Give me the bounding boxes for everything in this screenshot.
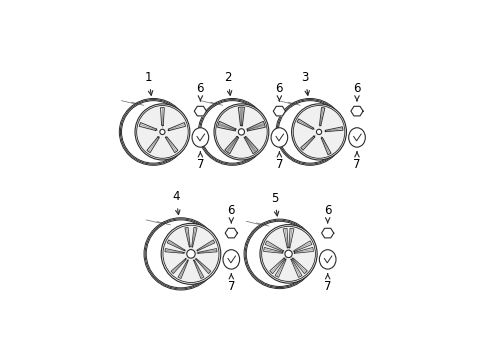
Polygon shape	[178, 260, 188, 279]
Text: 6: 6	[353, 82, 361, 101]
Text: 3: 3	[301, 71, 309, 95]
Ellipse shape	[271, 128, 288, 147]
Polygon shape	[139, 122, 157, 131]
Polygon shape	[289, 228, 294, 248]
Text: 7: 7	[275, 152, 283, 171]
Polygon shape	[301, 136, 315, 150]
Ellipse shape	[161, 223, 221, 284]
Polygon shape	[294, 247, 314, 253]
Text: 5: 5	[271, 192, 279, 216]
Ellipse shape	[214, 104, 269, 160]
Polygon shape	[351, 106, 363, 116]
Ellipse shape	[285, 250, 292, 258]
Polygon shape	[270, 258, 285, 274]
Polygon shape	[194, 106, 206, 116]
Text: 1: 1	[145, 71, 153, 95]
Polygon shape	[225, 228, 237, 238]
Ellipse shape	[317, 129, 321, 135]
Polygon shape	[273, 106, 286, 116]
Ellipse shape	[260, 225, 317, 283]
Polygon shape	[166, 137, 178, 153]
Polygon shape	[275, 259, 286, 277]
Polygon shape	[165, 248, 184, 253]
Text: 6: 6	[324, 204, 331, 223]
Text: 4: 4	[172, 190, 180, 215]
Polygon shape	[319, 108, 325, 126]
Text: 6: 6	[275, 82, 283, 101]
Polygon shape	[194, 260, 204, 279]
Text: 7: 7	[196, 152, 204, 171]
Polygon shape	[171, 258, 186, 274]
Polygon shape	[321, 228, 334, 238]
Text: 7: 7	[227, 274, 235, 293]
Polygon shape	[325, 127, 343, 132]
Polygon shape	[192, 228, 197, 247]
Text: 6: 6	[227, 204, 235, 223]
Polygon shape	[197, 240, 215, 251]
Ellipse shape	[160, 129, 165, 135]
Ellipse shape	[292, 104, 346, 160]
Polygon shape	[297, 119, 314, 130]
Polygon shape	[283, 228, 288, 248]
Polygon shape	[321, 138, 331, 155]
Ellipse shape	[135, 104, 190, 160]
Text: 7: 7	[353, 152, 361, 171]
Ellipse shape	[192, 128, 209, 147]
Text: 7: 7	[324, 274, 331, 293]
Polygon shape	[294, 241, 312, 252]
Polygon shape	[291, 259, 302, 277]
Polygon shape	[244, 136, 258, 154]
Text: 2: 2	[224, 71, 232, 95]
Text: 6: 6	[196, 82, 204, 101]
Polygon shape	[218, 121, 236, 131]
Polygon shape	[167, 240, 185, 251]
Ellipse shape	[187, 249, 195, 258]
Polygon shape	[265, 241, 283, 252]
Ellipse shape	[349, 128, 366, 147]
Polygon shape	[198, 248, 217, 253]
Ellipse shape	[319, 250, 336, 269]
Ellipse shape	[223, 250, 240, 269]
Polygon shape	[293, 258, 307, 274]
Polygon shape	[185, 228, 190, 247]
Polygon shape	[247, 121, 265, 131]
Ellipse shape	[238, 129, 245, 135]
Polygon shape	[161, 108, 164, 125]
Polygon shape	[239, 107, 245, 126]
Polygon shape	[196, 258, 211, 274]
Polygon shape	[264, 247, 283, 253]
Polygon shape	[147, 137, 159, 153]
Polygon shape	[168, 122, 186, 131]
Polygon shape	[225, 136, 239, 154]
